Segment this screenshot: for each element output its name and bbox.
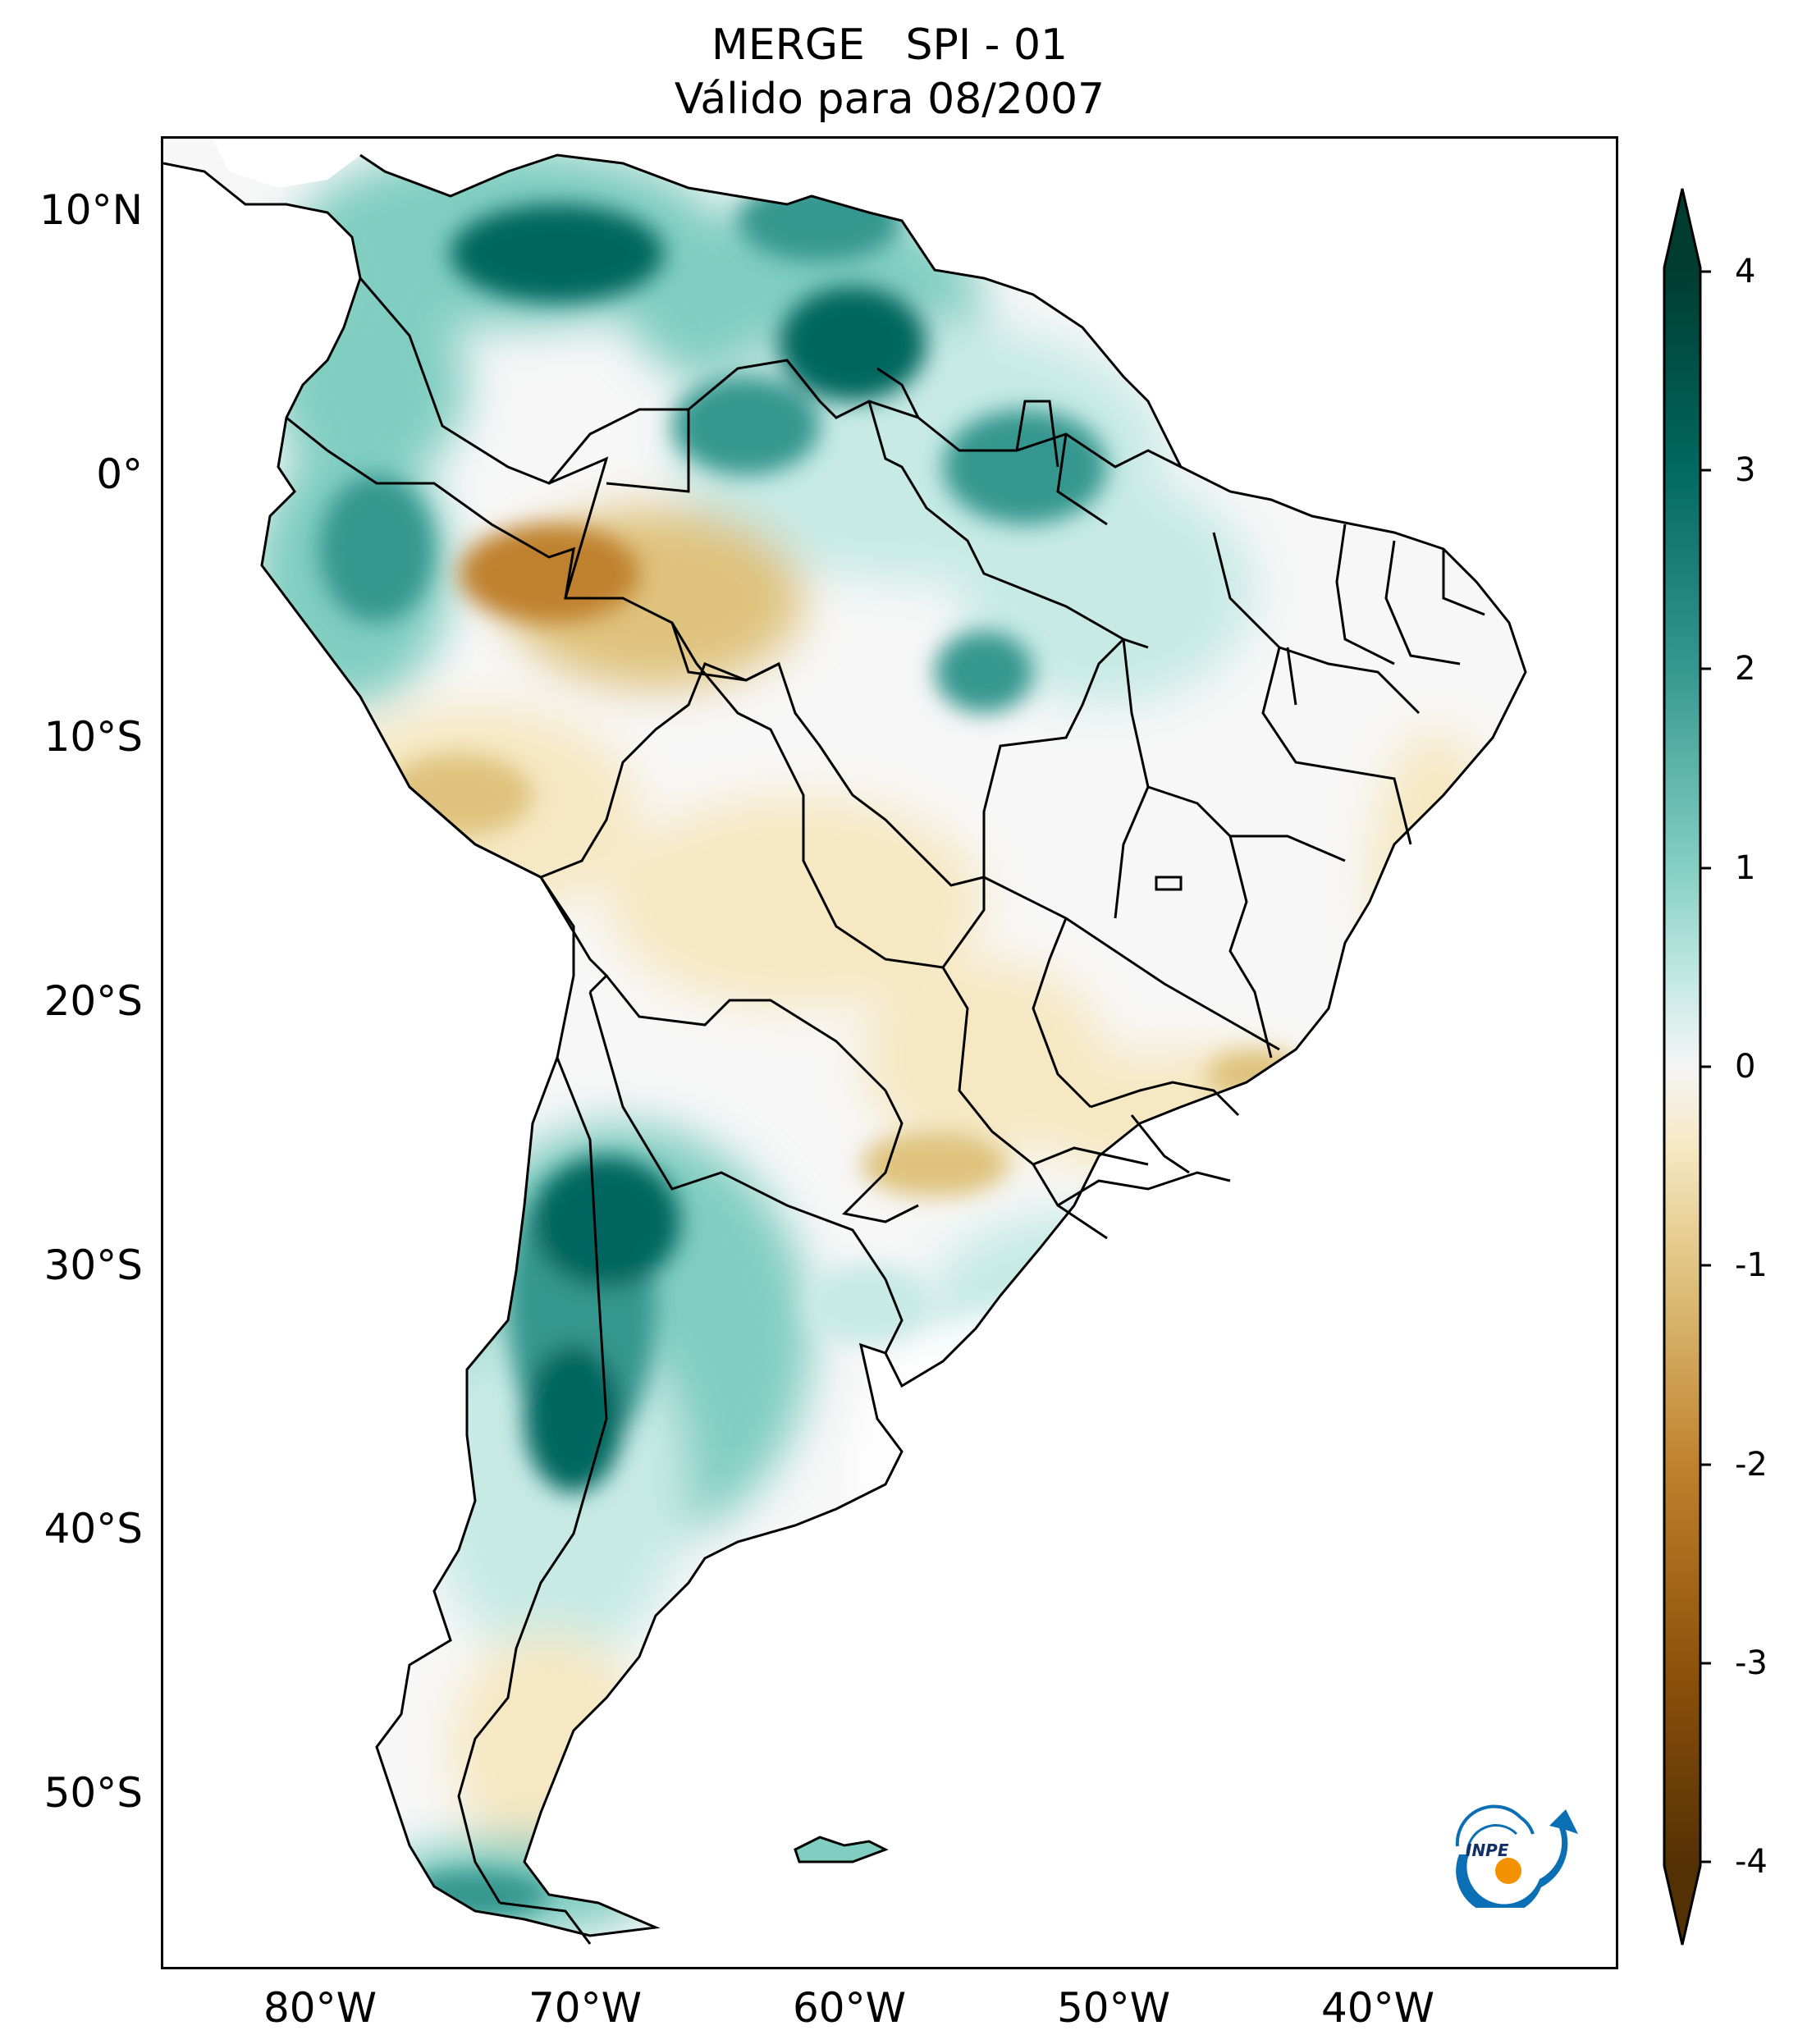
title-line-2: Válido para 08/2007	[674, 75, 1105, 124]
lat-tick-label: 50°S	[43, 1769, 143, 1817]
colorbar-tick-label: -3	[1735, 1644, 1768, 1682]
lon-tick-label: 80°W	[263, 1984, 377, 2032]
lat-tick-label: 40°S	[43, 1505, 143, 1552]
lat-tick-label: 20°S	[43, 977, 143, 1025]
colorbar-tick-label: 3	[1735, 451, 1756, 489]
lat-tick-label: 10°N	[39, 186, 143, 234]
colorbar-tick-label: 2	[1735, 650, 1756, 688]
colorbar-tick-label: -2	[1735, 1446, 1768, 1484]
colorbar-extend-bottom	[1664, 1866, 1700, 1945]
lat-tick-label: 10°S	[43, 713, 143, 761]
colorbar-body	[1664, 268, 1700, 1867]
colorbar-ticks	[1700, 270, 1711, 1863]
lon-tick-label: 60°W	[792, 1984, 907, 2032]
colorbar-tick-label: -1	[1735, 1246, 1768, 1284]
lat-tick-label: 0°	[96, 450, 143, 498]
colorbar-outline	[1663, 188, 1702, 1946]
lon-tick-label: 40°W	[1320, 1984, 1435, 2032]
inpe-logo-icon: INPE	[1455, 1804, 1578, 1908]
lon-tick-label: 50°W	[1056, 1984, 1171, 2032]
logo-text: INPE	[1466, 1841, 1509, 1860]
map-title: MERGE SPI - 01 Válido para 08/2007	[161, 18, 1618, 126]
colorbar-tick-label: 1	[1735, 849, 1756, 887]
colorbar-tick-label: 0	[1735, 1048, 1756, 1086]
colorbar	[1663, 188, 1711, 1946]
title-line-1: MERGE SPI - 01	[711, 21, 1068, 70]
map-panel	[161, 136, 1618, 1969]
lon-tick-label: 70°W	[528, 1984, 643, 2032]
colorbar-tick-label: -4	[1735, 1843, 1768, 1881]
spi-map	[163, 139, 1527, 1945]
colorbar-tick-label: 4	[1735, 253, 1756, 290]
colorbar-extend-top	[1664, 189, 1700, 268]
political-borders	[286, 277, 1485, 1945]
lat-tick-label: 30°S	[43, 1241, 143, 1289]
falkland-islands	[794, 1836, 889, 1863]
